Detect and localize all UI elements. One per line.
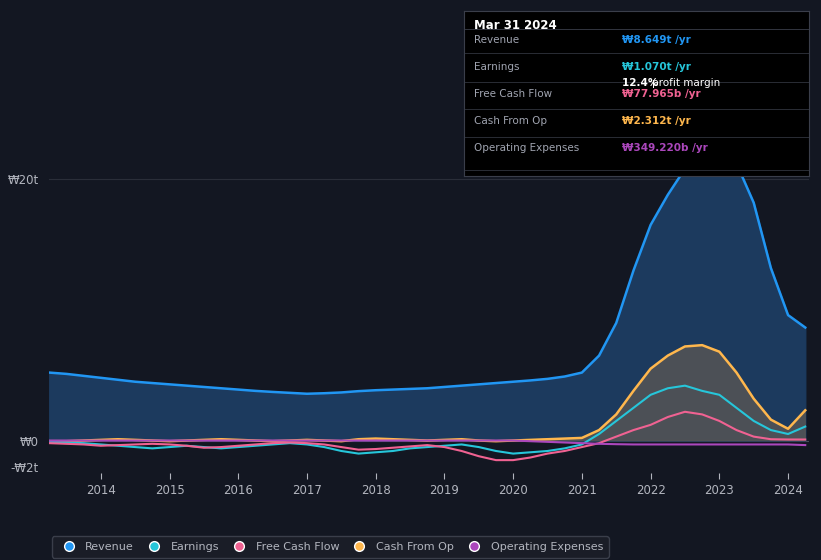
Text: Cash From Op: Cash From Op <box>475 116 548 126</box>
Text: ₩1.070t /yr: ₩1.070t /yr <box>622 62 691 72</box>
Text: Operating Expenses: Operating Expenses <box>475 143 580 153</box>
Text: ₩2.312t /yr: ₩2.312t /yr <box>622 116 691 126</box>
Text: Earnings: Earnings <box>475 62 520 72</box>
Legend: Revenue, Earnings, Free Cash Flow, Cash From Op, Operating Expenses: Revenue, Earnings, Free Cash Flow, Cash … <box>52 536 608 558</box>
Text: ₩77.965b /yr: ₩77.965b /yr <box>622 89 701 99</box>
Text: ₩349.220b /yr: ₩349.220b /yr <box>622 143 709 153</box>
Text: ₩8.649t /yr: ₩8.649t /yr <box>622 35 691 45</box>
Text: Free Cash Flow: Free Cash Flow <box>475 89 553 99</box>
Text: Mar 31 2024: Mar 31 2024 <box>475 18 557 31</box>
Text: 12.4%: 12.4% <box>622 78 663 88</box>
Text: profit margin: profit margin <box>652 78 720 88</box>
Text: Revenue: Revenue <box>475 35 520 45</box>
